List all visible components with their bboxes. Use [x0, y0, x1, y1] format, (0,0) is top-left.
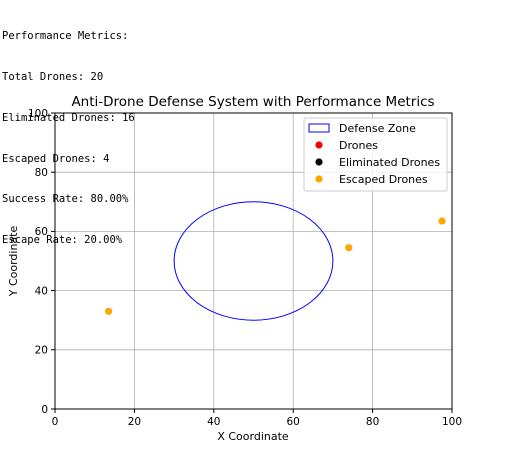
x-tick-label: 60 — [287, 416, 300, 428]
chart-title: Anti-Drone Defense System with Performan… — [71, 94, 434, 110]
y-tick-label: 40 — [35, 285, 48, 297]
x-tick-label: 100 — [442, 416, 462, 428]
console-line: Escaped Drones: 4 — [2, 152, 110, 165]
y-tick-label: 100 — [28, 108, 48, 120]
legend-box — [303, 117, 448, 192]
legend: Defense Zone Drones Eliminated Drones Escap… — [303, 117, 448, 192]
legend-swatch-defense-zone — [308, 123, 330, 133]
legend-swatch-marker — [315, 158, 323, 166]
legend-swatch-marker — [315, 141, 323, 149]
console-line: Escape Rate: 20.00% — [2, 234, 123, 247]
x-axis-label: X Coordinate — [217, 430, 289, 443]
console-line: Success Rate: 80.00% — [2, 193, 129, 206]
y-tick-label: 0 — [41, 404, 48, 416]
legend-entry-label: Defense Zone — [339, 122, 416, 135]
y-tick-label: 60 — [35, 226, 48, 238]
escaped-drone-point — [438, 217, 446, 225]
escaped-drone-point — [104, 307, 113, 315]
console-line: Total Drones: 20 — [2, 70, 104, 83]
console-line: Performance Metrics: — [2, 30, 129, 43]
legend-entry-label: Drones — [339, 139, 378, 152]
x-tick-label: 20 — [128, 416, 141, 428]
x-tick-label: 40 — [207, 416, 220, 428]
legend-entry-label: Eliminated Drones — [339, 156, 440, 169]
y-tick-label: 20 — [35, 345, 48, 357]
legend-entry-label: Escaped Drones — [339, 173, 428, 186]
defense-zone-circle — [173, 201, 334, 321]
escaped-drone-point — [345, 244, 353, 252]
plot-frame — [54, 112, 453, 410]
legend-swatch-marker — [315, 175, 323, 183]
x-tick-label: 80 — [366, 416, 379, 428]
x-tick-label: 0 — [52, 416, 59, 428]
defense-zone-layer — [173, 201, 334, 321]
data-points-layer — [104, 217, 446, 315]
console-line: Eliminated Drones: 16 — [2, 111, 135, 124]
y-tick-label: 80 — [35, 167, 48, 179]
y-axis-label: Y Coordinate — [7, 226, 20, 298]
console-output: Performance Metrics: Total Drones: 20 El… — [2, 3, 135, 261]
axis-ticks: 0 20 40 60 80 100 0 20 40 60 80 100 — [28, 108, 462, 428]
